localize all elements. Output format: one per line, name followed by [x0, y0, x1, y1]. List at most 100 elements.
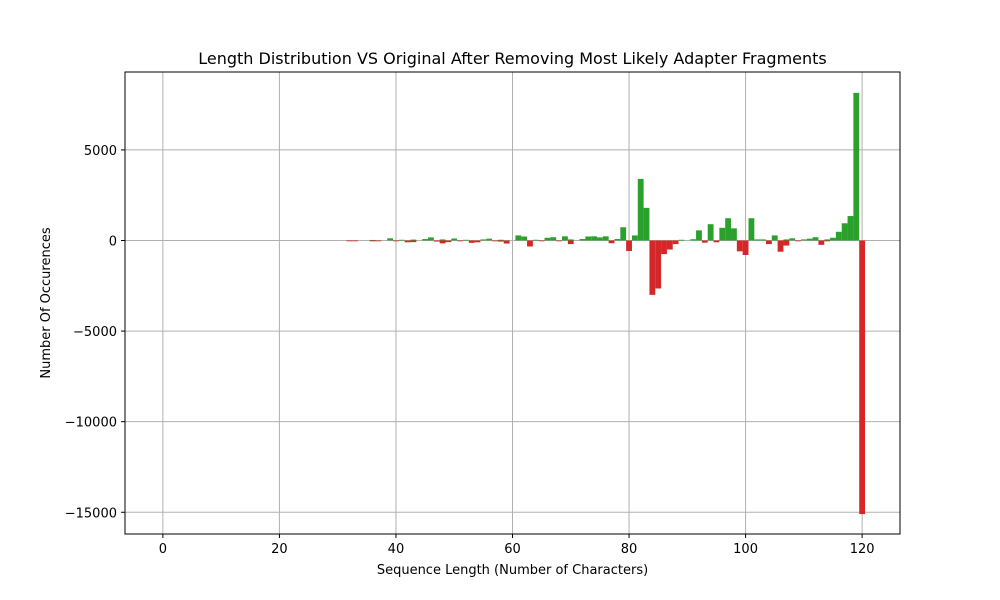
bar-series-2 [393, 240, 399, 242]
bar-series-1 [585, 236, 592, 241]
y-axis-title: Number Of Occurences [39, 227, 54, 379]
bar-series-1 [707, 224, 714, 241]
x-axis: 0 20 40 60 80 100 120 [159, 534, 875, 557]
bar-series-2 [859, 240, 866, 515]
bar-series-1 [800, 239, 807, 241]
bar-series-1 [789, 238, 796, 241]
bar-series-1 [462, 239, 469, 241]
bar-series-2 [369, 240, 376, 242]
bar-series-1 [631, 235, 638, 241]
bar-series-2 [626, 240, 632, 251]
bar-series-1 [847, 216, 854, 241]
bar-series-1 [480, 239, 487, 241]
bar-series-1 [486, 238, 493, 241]
bar-series-1 [410, 239, 417, 241]
bar-series-2 [824, 240, 831, 242]
bar-series-2 [649, 240, 656, 295]
bar-series-2 [777, 240, 784, 252]
bar-series-1 [806, 238, 813, 241]
bar-series-1 [614, 239, 621, 241]
bar-series-1 [451, 238, 458, 241]
bar-series-2 [538, 240, 545, 242]
bar-series-2 [439, 240, 446, 244]
bar-series-1 [731, 228, 737, 241]
x-tick-label: 40 [388, 542, 405, 557]
bar-series-2 [375, 240, 382, 242]
bar-series-2 [527, 240, 533, 247]
bar-series-2 [655, 240, 662, 289]
bar-series-1 [387, 238, 394, 241]
bar-series-2 [661, 240, 667, 255]
x-tick-label: 120 [850, 542, 875, 557]
bar-series-1 [497, 239, 504, 241]
bar-series-2 [556, 240, 563, 242]
bar-series-2 [701, 240, 708, 243]
y-tick-label: −5000 [73, 325, 117, 340]
x-tick-label: 80 [621, 542, 638, 557]
bar-series-1 [428, 237, 434, 241]
bar-series-1 [824, 239, 831, 241]
bar-series-1 [754, 239, 761, 241]
bar-series-1 [830, 237, 836, 241]
bar-series-2 [567, 240, 574, 245]
bar-series-1 [643, 207, 650, 241]
bar-series-1 [760, 239, 766, 241]
y-tick-label: 0 [109, 234, 117, 249]
bar-series-2 [410, 240, 417, 243]
bar-series-1 [439, 239, 446, 241]
bar-series-2 [608, 240, 615, 244]
bar-series-1 [725, 218, 732, 241]
bar-series-2 [445, 240, 452, 243]
bar-series-2 [492, 240, 498, 242]
bars [346, 92, 866, 515]
bar-series-1 [678, 239, 685, 241]
bar-series-1 [532, 239, 539, 241]
bar-series-1 [398, 239, 405, 241]
bar-series-2 [795, 240, 801, 242]
y-tick-label: −15000 [65, 506, 117, 521]
x-tick-label: 60 [504, 542, 521, 557]
bar-series-1 [620, 227, 627, 241]
bar-series-1 [719, 227, 726, 241]
y-tick-label: −10000 [65, 416, 117, 431]
y-axis: −15000 −10000 −5000 0 5000 [65, 144, 125, 521]
bar-series-2 [742, 240, 749, 255]
bar-series-1 [567, 239, 574, 241]
bar-series-1 [637, 178, 644, 241]
bar-series-2 [713, 240, 720, 243]
bar-series-2 [497, 240, 504, 242]
bar-series-1 [562, 236, 568, 241]
bar-series-2 [457, 240, 463, 242]
bar-series-1 [602, 236, 609, 241]
bar-series-1 [835, 231, 842, 241]
y-tick-label: 5000 [84, 144, 117, 159]
bar-series-1 [690, 239, 697, 241]
bar-series-1 [696, 230, 702, 241]
x-axis-title: Sequence Length (Number of Characters) [377, 563, 648, 578]
x-tick-label: 20 [271, 542, 288, 557]
bar-series-2 [672, 240, 679, 245]
bar-series-2 [352, 240, 359, 242]
grid-lines [125, 72, 900, 534]
bar-series-2 [503, 240, 510, 244]
bar-series-2 [346, 240, 353, 242]
bar-series-1 [841, 223, 848, 241]
bar-series-2 [474, 240, 481, 243]
bar-series-1 [771, 235, 778, 241]
bar-series-2 [433, 240, 440, 242]
chart-title: Length Distribution VS Original After Re… [198, 49, 827, 68]
bar-series-2 [765, 240, 772, 245]
bar-series-2 [736, 240, 743, 252]
bar-series-1 [783, 239, 790, 241]
x-tick-label: 0 [159, 542, 167, 557]
bar-series-1 [515, 235, 522, 241]
bar-series-2 [818, 240, 825, 245]
bar-series-1 [579, 239, 586, 241]
bar-series-2 [783, 240, 790, 246]
bar-series-2 [666, 240, 673, 250]
bar-series-2 [404, 240, 411, 243]
bar-series-1 [748, 218, 755, 241]
bar-series-2 [468, 240, 475, 243]
bar-series-1 [550, 237, 557, 241]
bar-series-1 [591, 236, 597, 241]
